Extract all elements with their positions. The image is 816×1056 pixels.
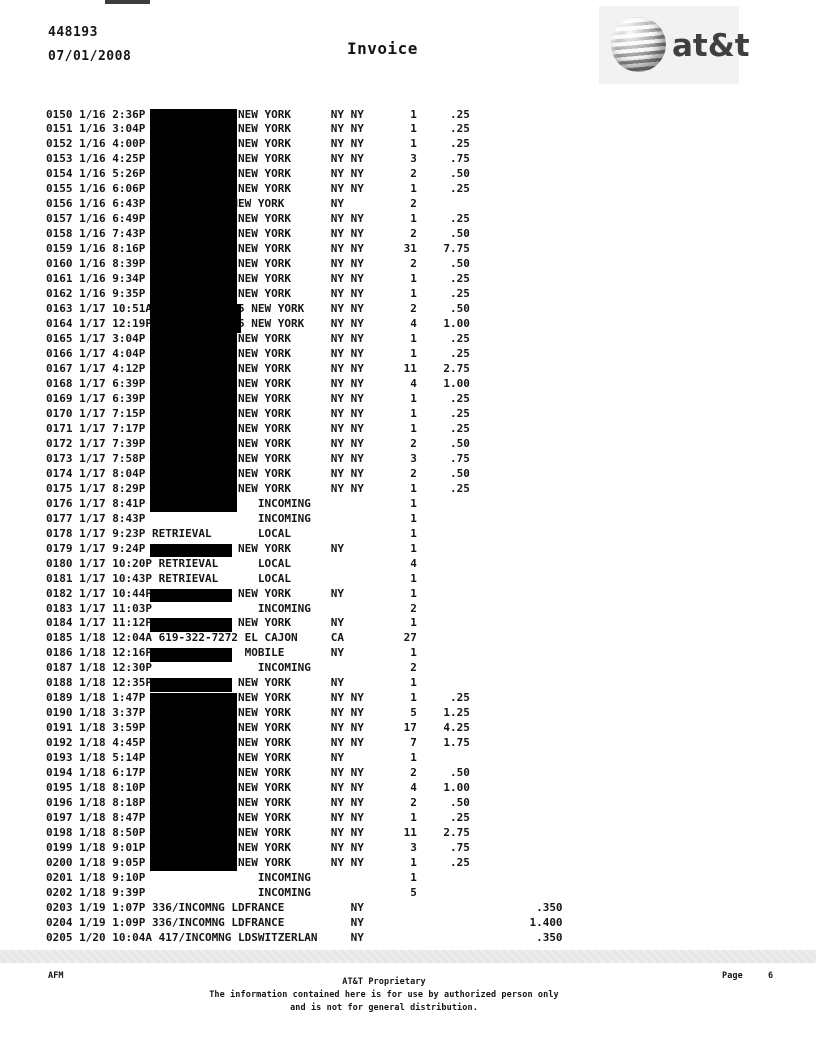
call-log-row: 0179 1/17 9:24P NEW YORK NY 1 (46, 541, 576, 555)
call-log-row: 0195 1/18 8:10P NEW YORK NY NY 4 1.00 (46, 781, 576, 795)
att-logo: at&t (599, 6, 750, 84)
call-log-row: 0156 1/16 6:43P NEW YORK NY 2 (46, 197, 576, 211)
redaction-box (150, 648, 232, 663)
call-log-row: 0164 1/17 12:19P 5 NEW YORK NY NY 4 1.00 (46, 317, 576, 331)
call-log-row: 0200 1/18 9:05P NEW YORK NY NY 1 .25 (46, 856, 576, 869)
proprietary-notice-line3: and is not for general distribution. (290, 1003, 478, 1013)
account-number: 448193 (48, 25, 98, 40)
scan-artifact-mark (105, 0, 150, 4)
call-log-row: 0161 1/16 9:34P NEW YORK NY NY 1 .25 (46, 272, 576, 286)
form-code: AFM (48, 971, 64, 981)
call-log-row: 0185 1/18 12:04A 619-322-7272 EL CAJON C… (46, 631, 576, 645)
call-log-row: 0177 1/17 8:43P INCOMING 1 (46, 511, 576, 525)
call-log-row: 0191 1/18 3:59P NEW YORK NY NY 17 4.25 (46, 721, 576, 735)
call-log-row: 0155 1/16 6:06P NEW YORK NY NY 1 .25 (46, 182, 576, 196)
call-log-row: 0182 1/17 10:44P NEW YORK NY 1 (46, 586, 576, 600)
call-log-row: 0163 1/17 10:51A 5 NEW YORK NY NY 2 .50 (46, 302, 576, 316)
page-number: 6 (768, 971, 774, 981)
call-log-row: 0173 1/17 7:58P NEW YORK NY NY 3 .75 (46, 451, 576, 465)
redaction-box (150, 588, 232, 603)
call-log-row: 0201 1/18 9:10P INCOMING 1 (46, 870, 576, 884)
call-log-row: 0180 1/17 10:20P RETRIEVAL LOCAL 4 (46, 556, 576, 570)
call-log-row: 0204 1/19 1:09P 336/INCOMNG LDFRANCE NY … (46, 915, 576, 929)
call-log-row: 0194 1/18 6:17P NEW YORK NY NY 2 .50 (46, 766, 576, 780)
call-log-row: 0198 1/18 8:50P NEW YORK NY NY 11 2.75 (46, 826, 576, 840)
call-log-row: 0157 1/16 6:49P NEW YORK NY NY 1 .25 (46, 212, 576, 226)
call-log-row: 0189 1/18 1:47P NEW YORK NY NY 1 .25 (46, 691, 576, 705)
redaction-box (237, 304, 241, 333)
call-log-row: 0197 1/18 8:47P NEW YORK NY NY 1 .25 (46, 811, 576, 825)
call-log-row: 0184 1/17 11:12P NEW YORK NY 1 (46, 616, 576, 630)
call-log-row: 0193 1/18 5:14P NEW YORK NY 1 (46, 751, 576, 765)
call-log-row: 0190 1/18 3:37P NEW YORK NY NY 5 1.25 (46, 706, 576, 720)
att-logo-text: at&t (672, 28, 750, 64)
proprietary-notice-line2: The information contained here is for us… (209, 990, 559, 1000)
call-log-row: 0188 1/18 12:35P NEW YORK NY 1 (46, 676, 576, 690)
call-log-row: 0203 1/19 1:07P 336/INCOMNG LDFRANCE NY … (46, 900, 576, 914)
call-log-row: 0153 1/16 4:25P NEW YORK NY NY 3 .75 (46, 152, 576, 166)
call-log-row: 0159 1/16 8:16P NEW YORK NY NY 31 7.75 (46, 242, 576, 256)
call-log-row: 0175 1/17 8:29P NEW YORK NY NY 1 .25 (46, 481, 576, 495)
call-log-row: 0169 1/17 6:39P NEW YORK NY NY 1 .25 (46, 391, 576, 405)
call-log-row: 0186 1/18 12:16P MOBILE NY 1 (46, 646, 576, 660)
redaction-box (150, 543, 232, 558)
call-log-row: 0154 1/16 5:26P NEW YORK NY NY 2 .50 (46, 167, 576, 181)
call-log-row: 0183 1/17 11:03P INCOMING 2 (46, 601, 576, 615)
call-log-row: 0187 1/18 12:30P INCOMING 2 (46, 661, 576, 675)
call-log-row: 0199 1/18 9:01P NEW YORK NY NY 3 .75 (46, 841, 576, 855)
call-log-row: 0168 1/17 6:39P NEW YORK NY NY 4 1.00 (46, 376, 576, 390)
call-log-row: 0150 1/16 2:36P NEW YORK NY NY 1 .25 (46, 107, 576, 121)
separator-band (0, 950, 816, 963)
call-log-row: 0158 1/16 7:43P NEW YORK NY NY 2 .50 (46, 227, 576, 241)
page-label: Page (722, 971, 743, 981)
statement-date: 07/01/2008 (48, 49, 132, 64)
call-log-row: 0196 1/18 8:18P NEW YORK NY NY 2 .50 (46, 796, 576, 810)
redaction-box (150, 678, 232, 693)
call-log-row: 0176 1/17 8:41P INCOMING 1 (46, 496, 576, 510)
call-log-row: 0166 1/17 4:04P NEW YORK NY NY 1 .25 (46, 347, 576, 361)
call-log-row: 0174 1/17 8:04P NEW YORK NY NY 2 .50 (46, 466, 576, 480)
call-log-row: 0160 1/16 8:39P NEW YORK NY NY 2 .50 (46, 257, 576, 271)
call-log-row: 0167 1/17 4:12P NEW YORK NY NY 11 2.75 (46, 361, 576, 375)
call-log-row: 0165 1/17 3:04P NEW YORK NY NY 1 .25 (46, 332, 576, 346)
call-log-row: 0162 1/16 9:35P NEW YORK NY NY 1 .25 (46, 287, 576, 301)
redaction-box (150, 692, 237, 872)
call-log-row: 0172 1/17 7:39P NEW YORK NY NY 2 .50 (46, 436, 576, 450)
call-log-row: 0152 1/16 4:00P NEW YORK NY NY 1 .25 (46, 137, 576, 151)
call-log-row: 0170 1/17 7:15P NEW YORK NY NY 1 .25 (46, 406, 576, 420)
proprietary-notice-line1: AT&T Proprietary (342, 977, 426, 987)
call-log-row: 0171 1/17 7:17P NEW YORK NY NY 1 .25 (46, 421, 576, 435)
call-log-row: 0181 1/17 10:43P RETRIEVAL LOCAL 1 (46, 571, 576, 585)
call-log-row: 0202 1/18 9:39P INCOMING 5 (46, 885, 576, 899)
redaction-box (150, 618, 232, 633)
call-log-row: 0205 1/20 10:04A 417/INCOMNG LDSWITZERLA… (46, 930, 576, 944)
call-log-row: 0178 1/17 9:23P RETRIEVAL LOCAL 1 (46, 526, 576, 540)
redaction-box (150, 108, 237, 513)
call-log-row: 0151 1/16 3:04P NEW YORK NY NY 1 .25 (46, 122, 576, 136)
page-title: Invoice (347, 39, 418, 58)
att-globe-icon (611, 17, 666, 72)
call-log-row: 0192 1/18 4:45P NEW YORK NY NY 7 1.75 (46, 736, 576, 750)
